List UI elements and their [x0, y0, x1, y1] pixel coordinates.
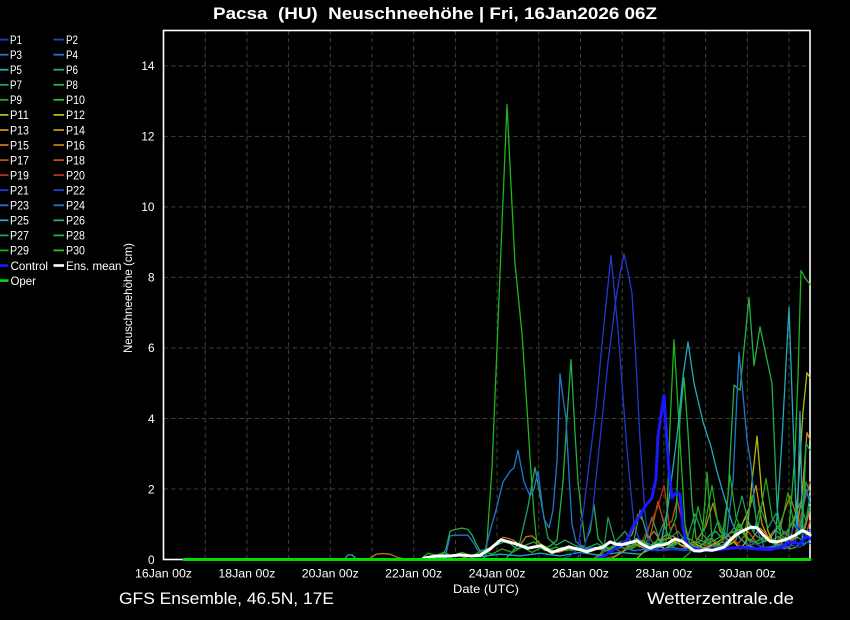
svg-text:18Jan 00z: 18Jan 00z: [218, 567, 275, 581]
svg-text:P25: P25: [10, 214, 29, 228]
svg-text:P22: P22: [66, 184, 85, 198]
svg-text:P15: P15: [10, 138, 29, 152]
svg-text:14: 14: [141, 59, 155, 73]
svg-text:P23: P23: [10, 199, 29, 213]
svg-text:12: 12: [141, 130, 154, 144]
svg-text:P1: P1: [10, 33, 22, 47]
svg-text:P29: P29: [10, 244, 29, 258]
svg-text:P13: P13: [10, 123, 29, 137]
svg-text:Wetterzentrale.de: Wetterzentrale.de: [647, 589, 794, 608]
svg-text:Control: Control: [11, 259, 49, 273]
svg-text:8: 8: [148, 271, 155, 285]
svg-text:P24: P24: [66, 199, 85, 213]
svg-text:P11: P11: [10, 108, 29, 122]
svg-text:P9: P9: [10, 93, 22, 107]
svg-text:28Jan 00z: 28Jan 00z: [635, 567, 692, 581]
svg-text:P20: P20: [66, 168, 85, 182]
svg-text:P30: P30: [66, 244, 85, 258]
svg-text:P8: P8: [66, 78, 78, 92]
svg-text:P28: P28: [66, 229, 85, 243]
svg-text:P21: P21: [10, 184, 29, 198]
svg-text:P17: P17: [10, 153, 29, 167]
svg-text:16Jan 00z: 16Jan 00z: [135, 567, 192, 581]
svg-text:P4: P4: [66, 48, 78, 62]
svg-text:Ens. mean: Ens. mean: [66, 259, 122, 273]
svg-text:22Jan 00z: 22Jan 00z: [385, 567, 442, 581]
svg-text:P18: P18: [66, 153, 85, 167]
svg-text:P2: P2: [66, 33, 78, 47]
svg-text:Date (UTC): Date (UTC): [453, 582, 519, 596]
svg-text:P26: P26: [66, 214, 85, 228]
svg-text:P10: P10: [66, 93, 85, 107]
svg-text:P5: P5: [10, 63, 22, 77]
svg-text:26Jan 00z: 26Jan 00z: [552, 567, 609, 581]
svg-text:P6: P6: [66, 63, 78, 77]
svg-text:6: 6: [148, 341, 155, 355]
svg-text:24Jan 00z: 24Jan 00z: [469, 567, 526, 581]
svg-text:P27: P27: [10, 229, 29, 243]
svg-text:Neuschneehöhe (cm): Neuschneehöhe (cm): [121, 243, 135, 353]
svg-text:Pacsa (HU) Neuschneehöhe | F: Pacsa (HU) Neuschneehöhe | Fri, 16Jan202…: [213, 4, 657, 23]
svg-text:P3: P3: [10, 48, 22, 62]
svg-text:P14: P14: [66, 123, 85, 137]
svg-text:0: 0: [148, 553, 155, 567]
svg-text:P7: P7: [10, 78, 22, 92]
svg-text:10: 10: [141, 200, 155, 214]
svg-text:P12: P12: [66, 108, 85, 122]
svg-text:4: 4: [148, 412, 155, 426]
svg-text:20Jan 00z: 20Jan 00z: [302, 567, 359, 581]
svg-text:P16: P16: [66, 138, 85, 152]
svg-text:GFS Ensemble, 46.5N, 17E: GFS Ensemble, 46.5N, 17E: [119, 589, 334, 608]
svg-text:P19: P19: [10, 168, 29, 182]
svg-text:30Jan 00z: 30Jan 00z: [719, 567, 776, 581]
svg-text:Oper: Oper: [11, 274, 37, 288]
svg-text:2: 2: [148, 482, 155, 496]
